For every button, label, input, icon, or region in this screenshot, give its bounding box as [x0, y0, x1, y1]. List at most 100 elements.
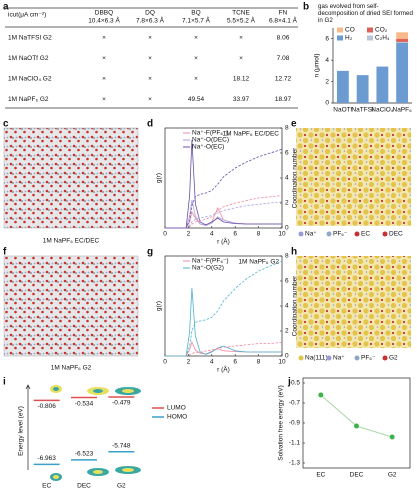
legend-icon — [298, 355, 304, 361]
value-label: -6.523 — [75, 451, 94, 458]
legend-label: LUMO — [167, 405, 186, 412]
legend-icon — [326, 231, 332, 237]
column-size: 10.4×6.3 Å — [88, 16, 120, 25]
value-label: -0.479 — [112, 400, 131, 407]
x-tick-label: 4 — [210, 359, 214, 366]
x-tick-label: NaClO₄ — [371, 107, 394, 114]
value-label: -0.534 — [75, 400, 94, 407]
table-cell: 49.54 — [188, 96, 205, 103]
y-tick-label: 4 — [325, 57, 329, 64]
x-tick-label: 6 — [233, 231, 237, 238]
x-tick-label: G2 — [388, 472, 397, 479]
line — [165, 201, 283, 229]
legend-swatch — [337, 35, 343, 41]
table-cell: × — [148, 55, 152, 62]
panel-label: d — [147, 119, 153, 130]
row-label: 1M NaPF₆ G2 — [8, 96, 49, 103]
legend-label: Na⁺-O(EC) — [192, 144, 224, 151]
legend-label: Na⁺-O(G2) — [192, 265, 224, 272]
axis-title: r (Å) — [217, 237, 230, 246]
x-tick-label: 4 — [210, 231, 214, 238]
table-cell: 8.06 — [277, 35, 290, 42]
table-cell: × — [102, 35, 106, 42]
panel-label: b — [303, 2, 309, 13]
panel-label: f — [3, 247, 7, 258]
axis-title: n (μmol) — [314, 54, 321, 78]
orbitals — [50, 385, 141, 481]
table-cell: 18.97 — [275, 96, 292, 103]
legend-icon — [382, 355, 388, 361]
line — [165, 207, 282, 229]
legend-label: Na⁺-F(PF₆⁻) — [192, 130, 229, 137]
value-label: -5.748 — [112, 442, 131, 449]
axis-title: g(r) — [156, 173, 163, 183]
x-tick-label: 8 — [257, 359, 261, 366]
panel-label: c — [3, 119, 9, 130]
table-cell: 18.12 — [233, 76, 250, 83]
x-tick-label: 8 — [257, 231, 261, 238]
y-tick-label: 2 — [325, 78, 329, 85]
legend-label: PF₆⁻ — [361, 355, 376, 362]
panel-label: e — [291, 119, 297, 130]
row-label: 1M NaClO₄ G2 — [8, 76, 52, 83]
table-cell: × — [194, 55, 198, 62]
axis-title: Energy level (eV) — [18, 406, 25, 456]
line — [165, 287, 282, 357]
y-tick-label: -0.5 — [289, 380, 301, 387]
image-f — [3, 255, 139, 357]
legend-icon — [354, 231, 360, 237]
line — [320, 394, 393, 438]
line — [165, 260, 283, 357]
image-h — [296, 256, 411, 348]
chart-title: gas evolved from self-decomposition of d… — [318, 3, 413, 24]
column-name: FN — [279, 10, 288, 17]
table-cell: × — [102, 96, 106, 103]
column-size: 7.1×5.7 Å — [182, 16, 211, 25]
y2-tick-label: 0 — [285, 225, 289, 232]
axis — [25, 384, 31, 470]
caption: 1M NaPF₆ EC/DEC — [43, 238, 100, 245]
panel-label: i — [3, 377, 6, 388]
x-tick-label: EC — [316, 472, 325, 479]
annotation: 1M NaPF₆ G2 — [238, 259, 279, 266]
legend-label: DEC — [389, 231, 403, 238]
y-tick-label: -1.1 — [289, 440, 301, 447]
x-tick-label: 2 — [187, 231, 191, 238]
x-tick-label: 0 — [163, 231, 167, 238]
y-tick-label: 0 — [325, 100, 329, 107]
column-name: DBBQ — [95, 10, 113, 17]
table-cell: 33.97 — [233, 96, 250, 103]
line — [165, 195, 283, 229]
bar — [336, 70, 349, 103]
column-size: 5.5×5.2 Å — [227, 16, 256, 25]
x-tick-label: NaOTf — [333, 107, 352, 114]
y2-tick-label: 6 — [285, 278, 289, 285]
table-cell: × — [148, 96, 152, 103]
marker — [354, 423, 359, 429]
legend-label: Na⁺ — [305, 231, 317, 238]
value-label: -0.806 — [37, 403, 56, 410]
table-cell: × — [194, 35, 198, 42]
table-cell: 12.72 — [275, 76, 292, 83]
bar — [396, 32, 409, 39]
column-name: DQ — [145, 10, 155, 17]
table-cell: × — [102, 76, 106, 83]
axis-title: g(r) — [156, 301, 163, 311]
line — [165, 139, 282, 229]
axis — [302, 377, 411, 469]
legend-icon — [326, 355, 332, 361]
y2-tick-label: 4 — [285, 175, 289, 182]
y-tick-label: 6 — [325, 35, 329, 42]
y2-tick-label: 4 — [285, 303, 289, 310]
panel-label: g — [147, 247, 153, 258]
axis-title: Solvation free energy (eV) — [278, 385, 285, 461]
panel-label: h — [291, 247, 297, 258]
legend-label: EC — [361, 231, 370, 238]
column-size: 7.8×6.3 Å — [136, 16, 165, 25]
table-cell: × — [239, 55, 243, 62]
x-tick-label: 2 — [187, 359, 191, 366]
y2-tick-label: 0 — [285, 353, 289, 360]
y-tick-label: -1.3 — [289, 460, 301, 467]
y2-tick-label: 2 — [285, 200, 289, 207]
